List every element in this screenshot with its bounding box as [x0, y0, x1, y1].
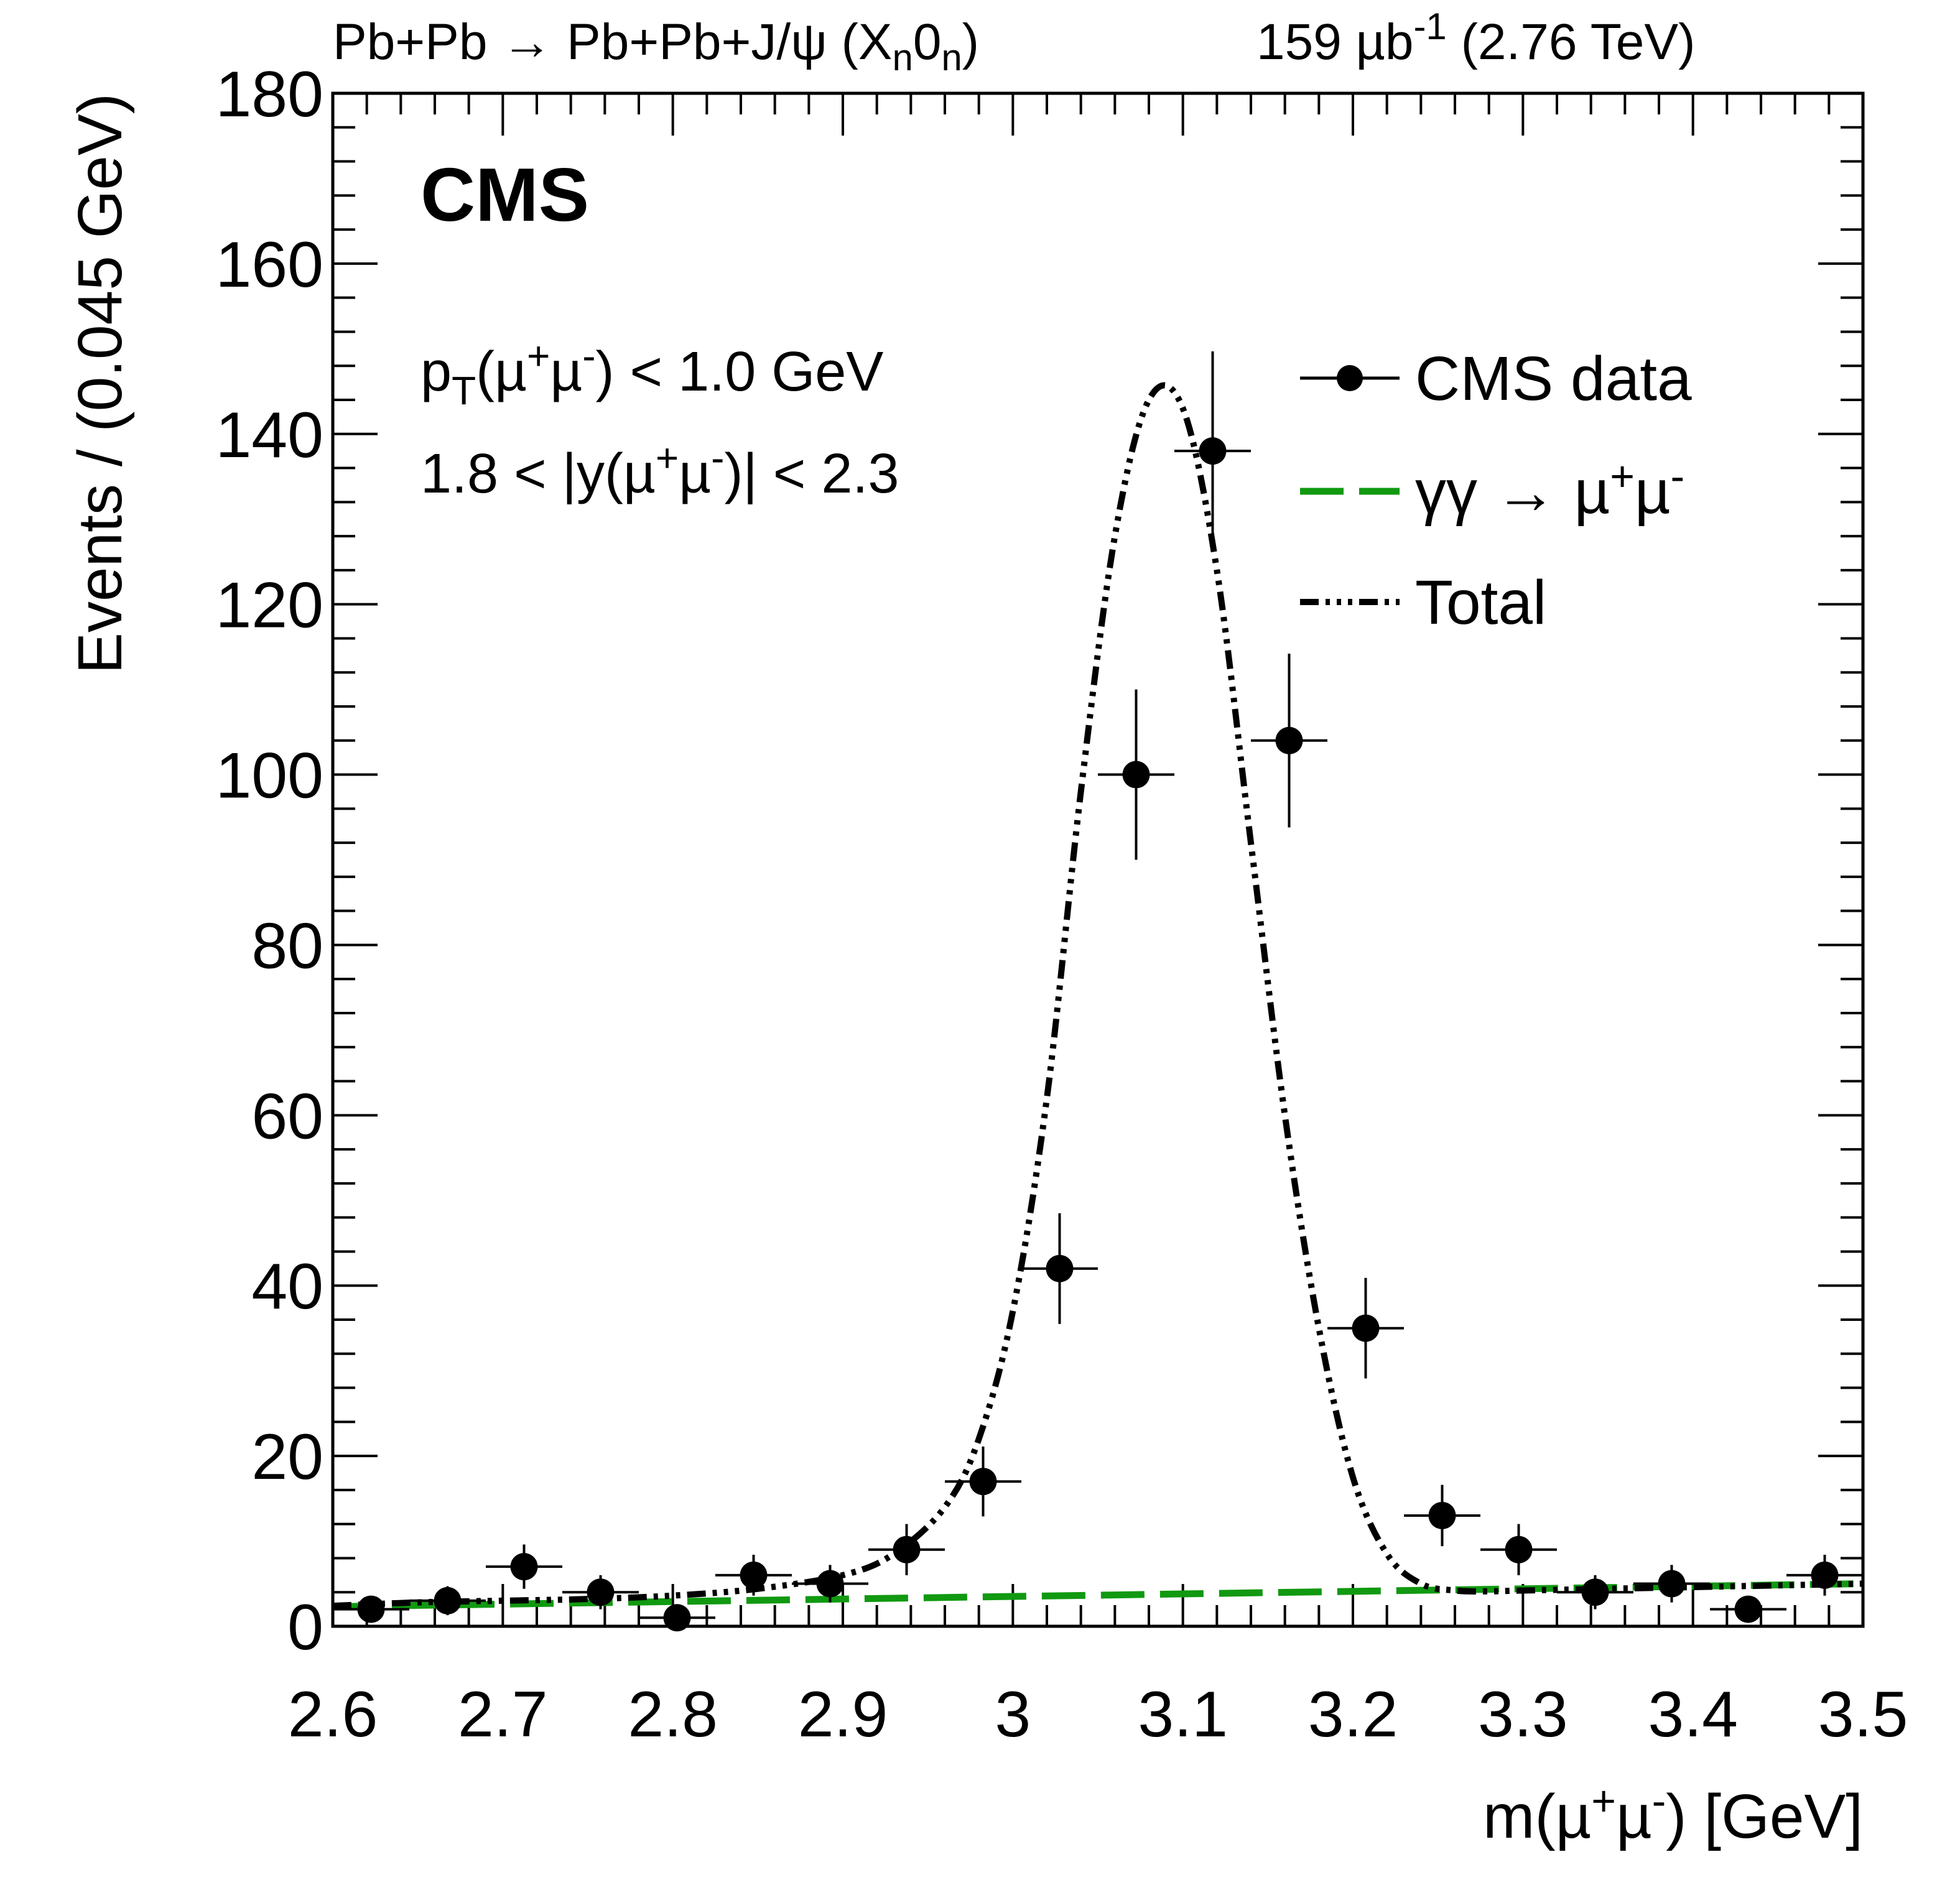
data-point — [1251, 654, 1327, 828]
data-point — [486, 1544, 562, 1589]
data-point — [715, 1554, 792, 1596]
data-point — [1786, 1554, 1863, 1596]
legend-data-label: CMS data — [1415, 344, 1692, 414]
data-point — [792, 1565, 868, 1603]
x-tick-label: 2.6 — [288, 1679, 378, 1751]
y-tick-label: 140 — [215, 399, 323, 471]
x-tick-label: 2.8 — [628, 1679, 718, 1751]
header-process: Pb+Pb → Pb+Pb+J/ψ (Xn0n) — [333, 14, 979, 78]
data-marker — [510, 1553, 538, 1581]
data-marker — [1352, 1314, 1380, 1342]
background-line — [332, 1580, 1864, 1611]
data-marker — [1199, 437, 1227, 465]
legend-data-marker — [1337, 365, 1363, 391]
data-point — [1327, 1277, 1404, 1379]
cut-rapidity: 1.8 < |y(µ+µ-)| < 2.3 — [420, 435, 899, 505]
data-point — [1404, 1484, 1480, 1547]
y-axis-title: Events / (0.045 GeV) — [65, 93, 135, 674]
data-point — [409, 1586, 486, 1616]
background-series — [332, 1580, 1864, 1611]
data-point — [333, 1595, 409, 1623]
legend: CMS data γγ → µ+µ- Total — [1300, 344, 1692, 637]
data-marker — [1734, 1595, 1762, 1623]
x-axis-title: m(µ+µ-) [GeV] — [1483, 1777, 1863, 1851]
axes: 2.6 2.7 2.8 2.9 3 3.1 3.2 3.3 3.4 3.5 0 20 40 60 80 100… — [215, 58, 1908, 1751]
data-point — [868, 1524, 945, 1575]
data-marker — [1275, 726, 1303, 754]
data-point — [1480, 1524, 1557, 1575]
y-tick-label: 180 — [215, 58, 323, 131]
y-tick-label: 60 — [251, 1080, 323, 1152]
data-marker — [1046, 1254, 1074, 1282]
data-point — [1633, 1565, 1710, 1603]
experiment-label: CMS — [420, 152, 589, 237]
data-point — [1021, 1213, 1098, 1324]
data-point — [639, 1604, 715, 1632]
data-marker — [1505, 1535, 1533, 1563]
data-point — [945, 1447, 1021, 1517]
data-point — [1710, 1595, 1786, 1623]
x-tick-label: 3.2 — [1308, 1679, 1398, 1751]
legend-total-label: Total — [1415, 568, 1546, 637]
y-tick-label: 80 — [251, 910, 323, 982]
data-marker — [816, 1570, 844, 1598]
data-series — [333, 351, 1863, 1632]
data-marker — [1811, 1561, 1839, 1589]
data-marker — [663, 1604, 691, 1632]
x-tick-label: 3.4 — [1648, 1679, 1738, 1751]
data-marker — [1581, 1578, 1609, 1606]
data-marker — [1122, 761, 1150, 789]
total-series — [332, 382, 1864, 1609]
y-tick-label: 0 — [287, 1591, 323, 1664]
data-point — [1557, 1575, 1633, 1609]
x-tick-label: 2.9 — [798, 1679, 888, 1751]
data-point — [562, 1575, 639, 1609]
y-tick-label: 160 — [215, 229, 323, 301]
x-tick-label: 3.1 — [1138, 1679, 1228, 1751]
cut-pt: pT(µ+µ-) < 1.0 GeV — [420, 333, 883, 413]
data-point — [1174, 351, 1251, 551]
x-tick-label: 2.7 — [458, 1679, 548, 1751]
plot-frame — [331, 91, 1865, 1628]
x-tick-label: 3.3 — [1478, 1679, 1568, 1751]
y-tick-label: 120 — [215, 570, 323, 642]
legend-bkg-label: γγ → µ+µ- — [1415, 453, 1684, 527]
total-fit-curve — [332, 382, 1864, 1609]
data-marker — [357, 1595, 385, 1623]
y-tick-label: 40 — [251, 1251, 323, 1323]
x-tick-label: 3 — [995, 1679, 1031, 1751]
y-tick-label: 20 — [251, 1421, 323, 1493]
header-luminosity: 159 µb-1 (2.76 TeV) — [1256, 6, 1695, 70]
y-tick-label: 100 — [215, 740, 323, 812]
data-marker — [434, 1586, 462, 1614]
data-marker — [740, 1561, 768, 1589]
data-marker — [969, 1468, 997, 1496]
x-tick-label: 3.5 — [1818, 1679, 1908, 1751]
data-point — [1098, 689, 1174, 860]
data-marker — [1428, 1501, 1456, 1529]
data-marker — [587, 1578, 615, 1606]
data-marker — [1658, 1570, 1686, 1598]
data-marker — [893, 1535, 921, 1563]
